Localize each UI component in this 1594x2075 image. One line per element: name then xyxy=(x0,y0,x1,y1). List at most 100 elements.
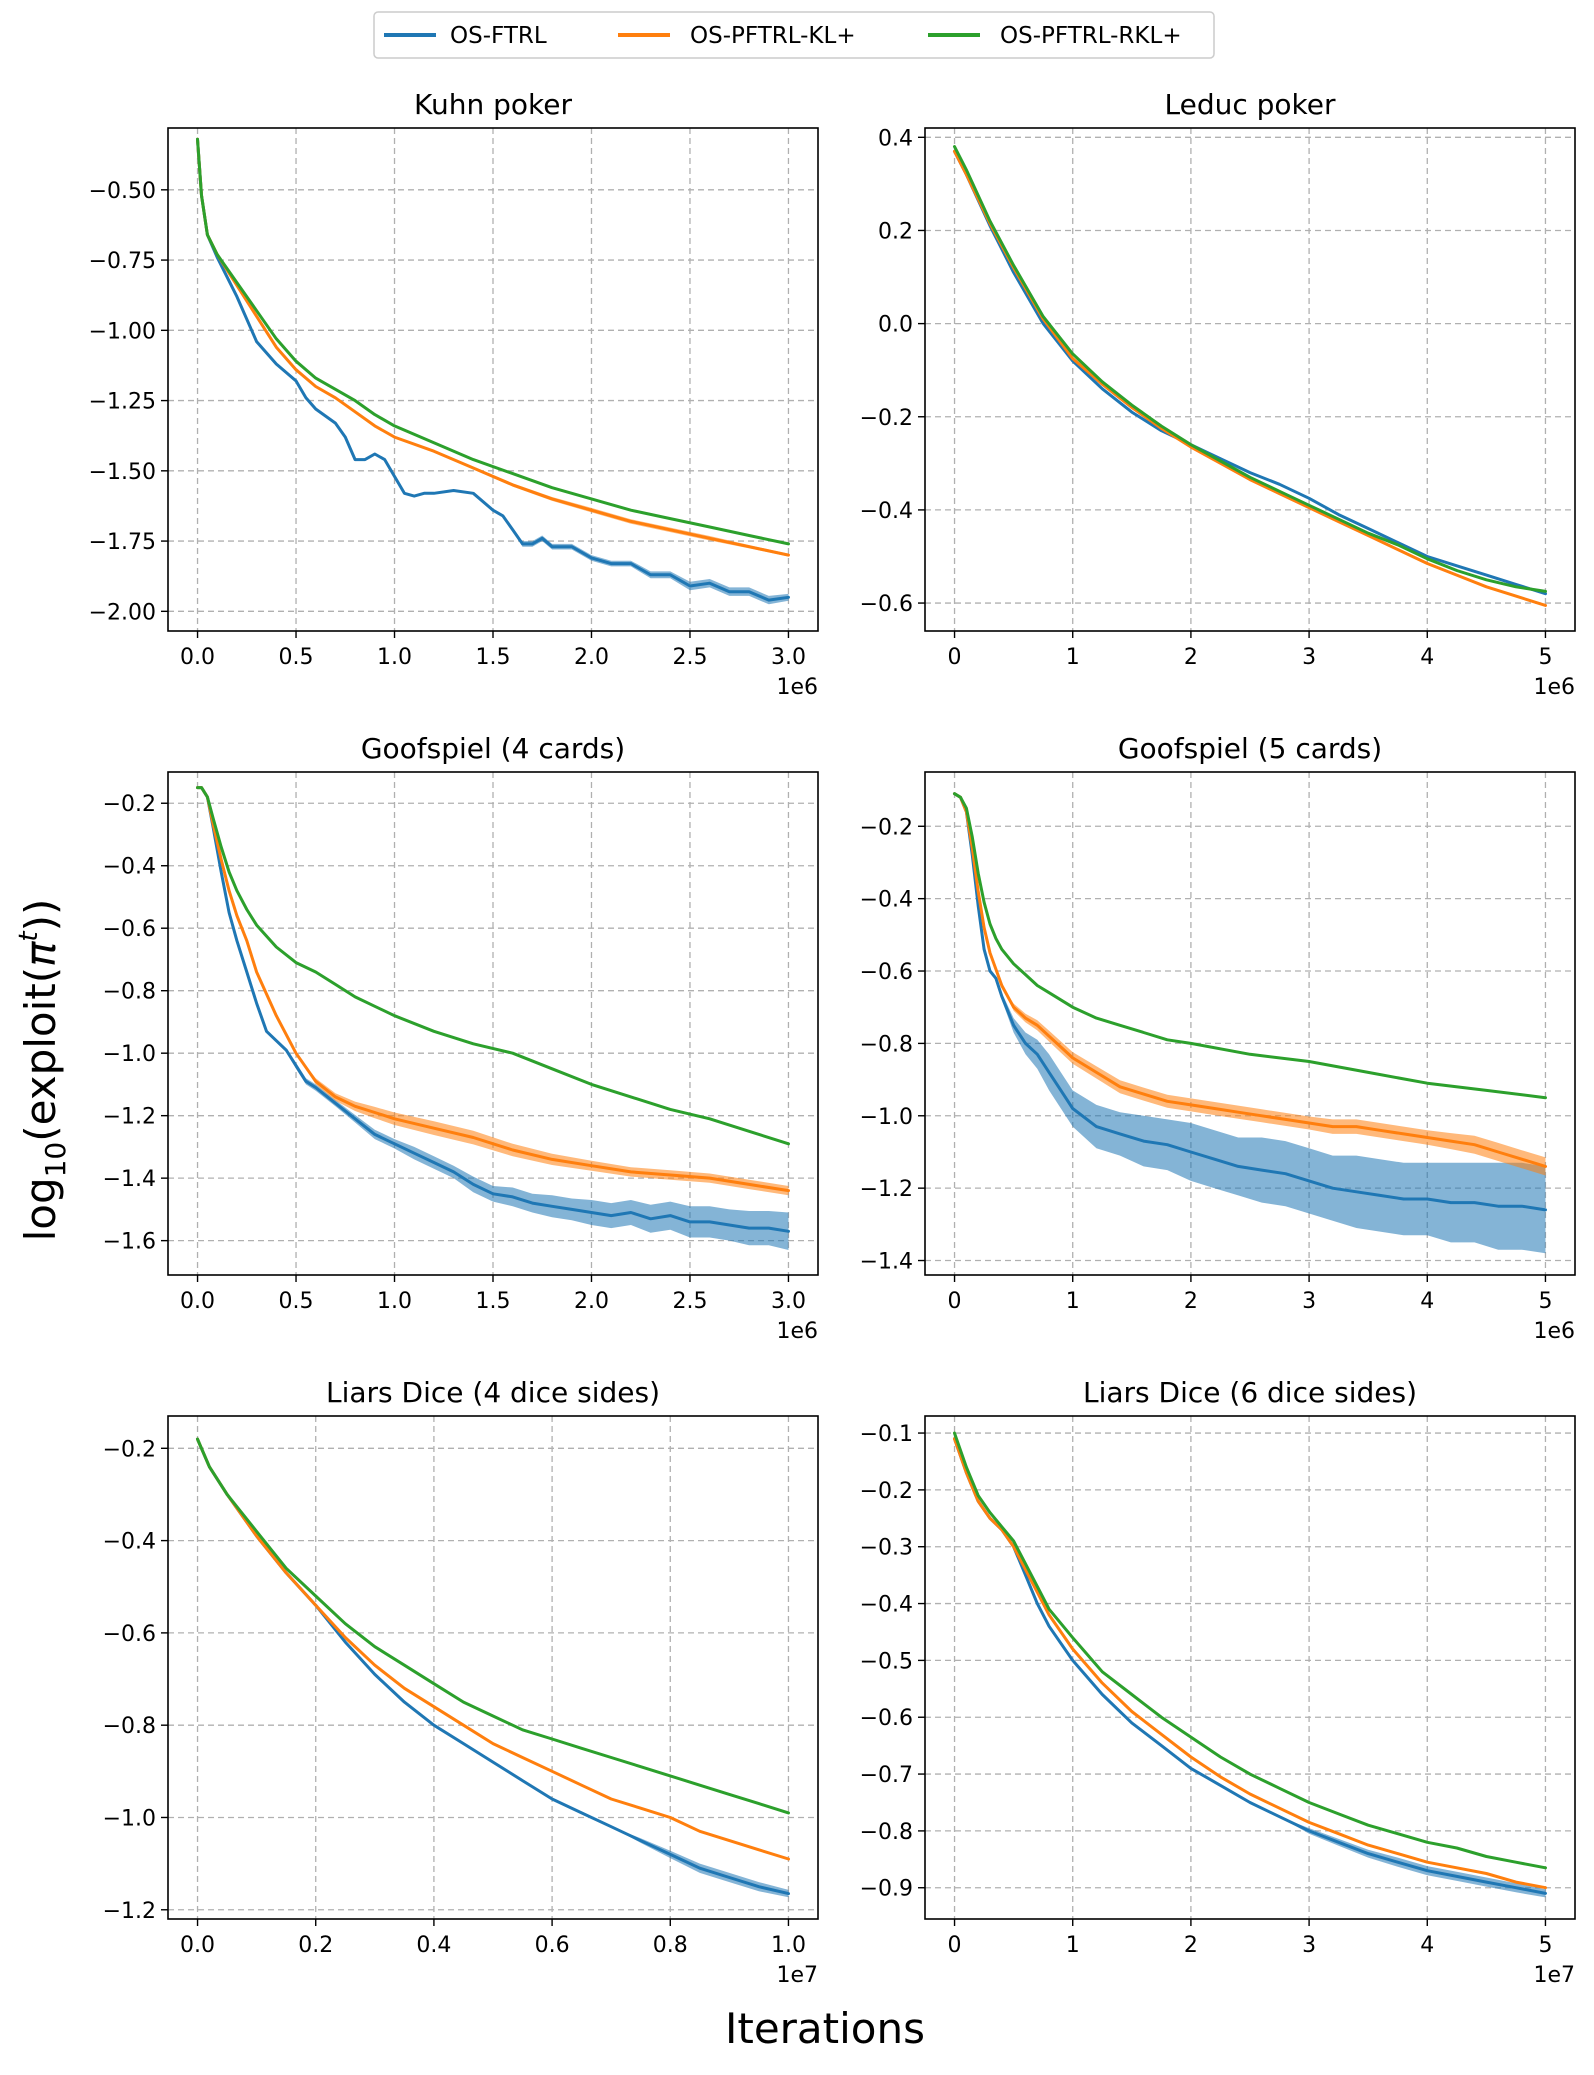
y-tick-label: −0.6 xyxy=(860,592,913,617)
plot-area xyxy=(196,137,790,605)
y-tick-label: −0.6 xyxy=(860,960,913,985)
y-tick-label: −1.6 xyxy=(103,1230,156,1255)
band-os-pftrl-kl xyxy=(954,793,1546,1176)
y-axis-label: log10(exploit(πt)) xyxy=(14,899,72,1242)
x-tick-label: 0.8 xyxy=(653,1933,688,1958)
series-line-os-pftrl-rkl xyxy=(196,137,790,546)
y-tick-label: −1.2 xyxy=(103,1899,156,1924)
x-tick-label: 0.2 xyxy=(298,1933,333,1958)
y-tick-label: −0.8 xyxy=(103,980,156,1005)
chart-title: Leduc poker xyxy=(1164,88,1335,121)
y-tick-label: −0.7 xyxy=(860,1763,913,1788)
series-line-os-pftrl-kl xyxy=(953,1437,1547,1890)
series-line-os-pftrl-rkl xyxy=(953,1431,1547,1870)
x-tick-label: 0.5 xyxy=(279,645,314,670)
x-tick-label: 0.5 xyxy=(279,1289,314,1314)
series-line-os-ftrl xyxy=(196,786,790,1233)
series-line-os-ftrl xyxy=(196,1437,790,1896)
legend-label-os-pftrl-rkl: OS-PFTRL-RKL+ xyxy=(1000,23,1182,49)
y-axis-label-group: log10(exploit(πt)) xyxy=(14,899,72,1242)
x-tick-label: 0.0 xyxy=(180,645,215,670)
y-tick-label: −0.50 xyxy=(89,179,156,204)
x-offset-label: 1e6 xyxy=(1533,1319,1575,1344)
plot-area xyxy=(953,145,1547,607)
chart-title: Kuhn poker xyxy=(414,88,572,121)
panel-liars-dice-6: 0 1 2 3 4 5 −0.1 −0.2 −0.3 −0.4 −0.5 −0.6 −0.7 −0.8 −0… xyxy=(860,1376,1576,1988)
series-line-os-ftrl xyxy=(953,149,1547,596)
plot-area xyxy=(196,1437,790,1898)
series-line-os-pftrl-rkl xyxy=(953,792,1547,1100)
series-line-os-pftrl-kl xyxy=(196,1437,790,1861)
x-tick-label: 3 xyxy=(1302,1933,1316,1958)
y-tick-label: −1.0 xyxy=(860,1105,913,1130)
x-tick-label: 2.5 xyxy=(672,645,707,670)
series-line-os-ftrl xyxy=(953,792,1547,1212)
x-tick-label: 1.0 xyxy=(377,645,412,670)
x-tick-label: 1.5 xyxy=(476,1289,511,1314)
chart-title: Goofspiel (5 cards) xyxy=(1118,732,1382,765)
x-tick-label: 2.0 xyxy=(574,645,609,670)
series-line-os-pftrl-kl xyxy=(953,149,1547,607)
x-tick-label: 2 xyxy=(1184,1289,1198,1314)
x-tick-label: 2 xyxy=(1184,645,1198,670)
x-tick-label: 4 xyxy=(1420,645,1434,670)
x-tick-label: 2 xyxy=(1184,1933,1198,1958)
y-tick-label: −0.2 xyxy=(103,792,156,817)
x-tick-label: 0.4 xyxy=(416,1933,451,1958)
x-tick-label: 1 xyxy=(1066,645,1080,670)
y-tick-label: −2.00 xyxy=(89,600,156,625)
y-tick-label: −1.50 xyxy=(89,460,156,485)
y-tick-label: −1.4 xyxy=(103,1167,156,1192)
x-tick-label: 3.0 xyxy=(771,1289,806,1314)
series-line-os-pftrl-rkl xyxy=(953,145,1547,593)
x-tick-label: 1.0 xyxy=(377,1289,412,1314)
x-tick-label: 0 xyxy=(948,1289,962,1314)
x-offset-label: 1e7 xyxy=(776,1963,818,1988)
legend-frame xyxy=(373,11,1215,59)
y-tick-label: 0.4 xyxy=(878,126,913,151)
x-tick-label: 0 xyxy=(948,1933,962,1958)
series-line-os-pftrl-rkl xyxy=(196,786,790,1146)
series-line-os-pftrl-kl xyxy=(953,792,1547,1168)
y-tick-label: −1.0 xyxy=(103,1042,156,1067)
x-tick-label: 0.0 xyxy=(180,1933,215,1958)
x-offset-label: 1e7 xyxy=(1533,1963,1575,1988)
y-tick-label: −0.8 xyxy=(860,1032,913,1057)
x-tick-label: 1.5 xyxy=(476,645,511,670)
y-tick-label: −1.2 xyxy=(103,1105,156,1130)
legend-label-os-pftrl-kl: OS-PFTRL-KL+ xyxy=(690,23,856,49)
y-tick-label: −0.75 xyxy=(89,249,156,274)
y-tick-label: −0.2 xyxy=(860,406,913,431)
band-os-ftrl xyxy=(954,793,1546,1254)
y-tick-label: −0.4 xyxy=(103,1530,156,1555)
x-tick-label: 3 xyxy=(1302,1289,1316,1314)
y-tick-label: −0.3 xyxy=(860,1536,913,1561)
panel-goofspiel-5: 0 1 2 3 4 5 −0.2 −0.4 −0.6 −0.8 −1.0 −1.2 −1.4 1e6 Goo… xyxy=(860,732,1576,1344)
x-tick-label: 1 xyxy=(1066,1289,1080,1314)
legend: OS-FTRL OS-PFTRL-KL+ OS-PFTRL-RKL+ xyxy=(373,11,1215,59)
y-tick-label: −0.4 xyxy=(860,499,913,524)
series-line-os-pftrl-rkl xyxy=(196,1437,790,1815)
panel-kuhn-poker: 0.0 0.5 1.0 1.5 2.0 2.5 3.0 −0.50 −0.75 −1.00 −1.2… xyxy=(89,88,819,700)
x-axis-label: Iterations xyxy=(725,2004,925,2053)
y-tick-label: 0.0 xyxy=(878,313,913,338)
axes-frame xyxy=(924,771,1576,1276)
y-tick-label: −1.00 xyxy=(89,319,156,344)
band-os-ftrl xyxy=(954,1438,1546,1898)
y-tick-label: −1.4 xyxy=(860,1250,913,1275)
x-tick-label: 1.0 xyxy=(771,1933,806,1958)
y-tick-label: −0.4 xyxy=(860,888,913,913)
x-tick-label: 3 xyxy=(1302,645,1316,670)
plot-area xyxy=(953,1431,1547,1898)
x-offset-label: 1e6 xyxy=(1533,675,1575,700)
x-tick-label: 1 xyxy=(1066,1933,1080,1958)
y-tick-label: −0.1 xyxy=(860,1422,913,1447)
axes-frame xyxy=(167,1415,819,1920)
y-tick-label: −0.6 xyxy=(103,1622,156,1647)
x-tick-label: 0 xyxy=(948,645,962,670)
series-line-os-ftrl xyxy=(196,137,790,602)
panel-leduc-poker: 0 1 2 3 4 5 0.4 0.2 0.0 −0.2 −0.4 −0.6 1e6 Leduc poke… xyxy=(860,88,1576,700)
chart-title: Liars Dice (4 dice sides) xyxy=(326,1376,660,1409)
plot-area xyxy=(953,792,1547,1254)
